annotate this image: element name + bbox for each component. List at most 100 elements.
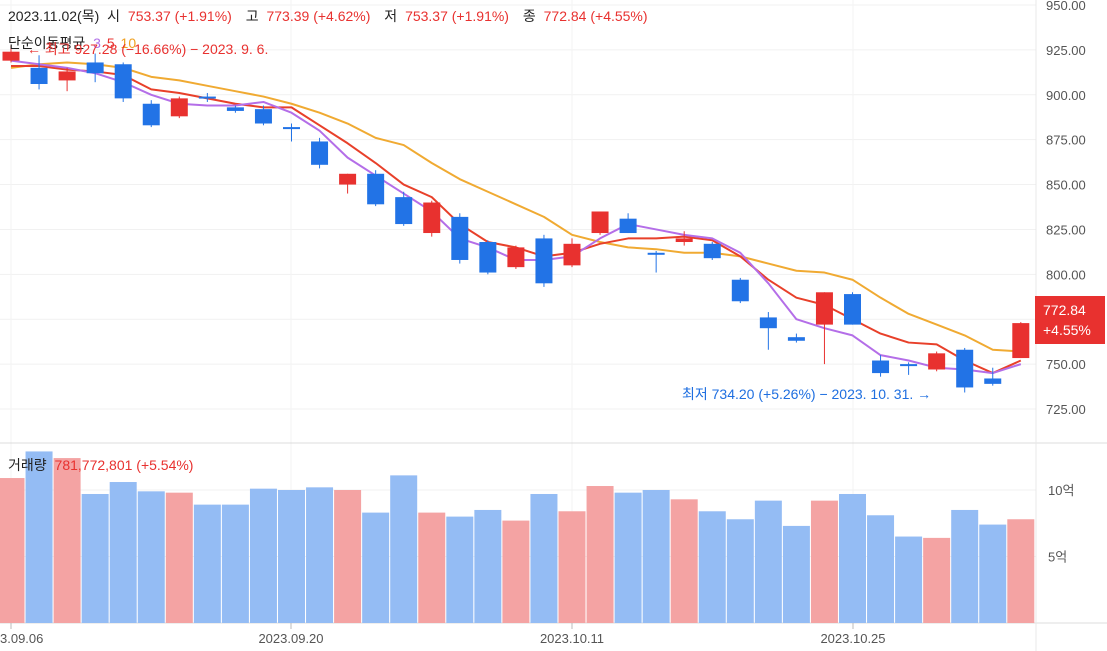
close-label: 종 [522, 8, 536, 24]
candle [170, 96, 188, 119]
volume-bar [278, 490, 305, 623]
volume-bar [390, 475, 418, 623]
candle-body [451, 216, 469, 260]
candle [956, 347, 974, 393]
volume-bar [0, 478, 25, 623]
volume-bars [0, 451, 1035, 623]
volume-value: 781,772,801 (+5.54%) [54, 457, 194, 473]
candle [675, 231, 693, 246]
candle-body [619, 218, 637, 234]
high-label: 고 [245, 8, 259, 24]
candle-body [142, 103, 160, 126]
candle-body [563, 243, 581, 266]
low-value: 753.37 (+1.91%) [405, 8, 509, 24]
candle [731, 277, 749, 304]
candle [815, 292, 833, 365]
ohlc-header: 2023.11.02(목) 시 753.37 (+1.91%) 고 773.39… [8, 6, 652, 26]
volume-bar [502, 520, 530, 623]
candle [619, 213, 637, 234]
candle-body [198, 96, 216, 99]
candle [479, 240, 497, 275]
candle [367, 170, 385, 207]
price-tick-label: 800.00 [1046, 267, 1086, 282]
candle-body [815, 292, 833, 325]
high-annotation: ← 최고 927.28 (−16.66%) − 2023. 9. 6. [27, 41, 269, 57]
candle-body [170, 98, 188, 117]
price-axis: 950.00 925.00 900.00 875.00 850.00 825.00 800.… [1046, 0, 1086, 417]
candle-body [423, 202, 441, 234]
volume-bar [137, 491, 165, 623]
candle-body [703, 243, 721, 259]
candle-body [759, 317, 777, 329]
volume-bar [165, 492, 193, 623]
volume-bar [306, 487, 334, 623]
candle [872, 355, 890, 377]
candle [451, 213, 469, 264]
candle-body [731, 279, 749, 302]
candle [226, 105, 244, 113]
candle [703, 242, 721, 260]
candle-body [254, 109, 272, 124]
volume-bar [642, 490, 670, 623]
ma-legend[interactable]: 단순이동평균 3 5 10 [8, 33, 140, 53]
open-label: 시 [107, 8, 121, 24]
candle [30, 55, 48, 90]
volume-label: 거래량 [8, 457, 47, 473]
volume-bar [530, 493, 558, 623]
volume-bar [726, 519, 754, 623]
price-tick-label: 750.00 [1046, 357, 1086, 372]
candle [86, 53, 104, 83]
candle-body [367, 173, 385, 205]
candle-body [900, 364, 918, 367]
volume-bar [25, 451, 53, 623]
volume-header: 거래량 781,772,801 (+5.54%) [8, 455, 197, 475]
volume-bar [109, 482, 137, 623]
volume-bar [558, 511, 586, 623]
ma10-line [10, 61, 1021, 353]
current-change: +4.55% [1043, 322, 1091, 338]
date-tick-label: 2023.10.25 [820, 631, 885, 646]
candle [787, 333, 805, 343]
close-value: 772.84 (+4.55%) [543, 8, 648, 24]
volume-bar [249, 488, 277, 623]
candle-body [114, 64, 132, 99]
volume-bar [418, 512, 446, 623]
candle [563, 238, 581, 268]
price-tick-label: 850.00 [1046, 178, 1086, 193]
candle [928, 351, 946, 372]
volume-bar [895, 536, 923, 623]
candle [2, 45, 20, 63]
volume-bar [81, 493, 109, 623]
candle [339, 173, 357, 194]
candle [507, 245, 525, 269]
volume-bar [923, 537, 951, 623]
date-label: 2023.11.02(목) [8, 8, 100, 24]
volume-bar [53, 458, 81, 623]
open-value: 753.37 (+1.91%) [127, 8, 232, 24]
candle-body [339, 173, 357, 185]
current-price-tag: 772.84 +4.55% [1035, 296, 1105, 344]
candle-body [844, 294, 861, 325]
low-label: 저 [384, 8, 398, 24]
candle-body [283, 127, 300, 130]
volume-bar [670, 499, 698, 623]
volume-bar [586, 486, 614, 623]
candle [283, 123, 300, 142]
price-tick-label: 875.00 [1046, 133, 1086, 148]
date-tick-label: 3.09.06 [0, 631, 43, 646]
volume-tick-label: 5억 [1048, 550, 1067, 565]
candle [844, 292, 861, 325]
volume-bar [839, 493, 866, 623]
high-value: 773.39 (+4.62%) [266, 8, 371, 24]
candle [311, 137, 329, 169]
volume-bar [810, 500, 838, 623]
ma-legend-label: 단순이동평균 [8, 35, 86, 51]
date-axis: 3.09.06 2023.09.20 2023.10.11 2023.10.25 [0, 623, 886, 646]
ma-legend-period-3: 10 [120, 35, 137, 51]
candle [759, 312, 777, 350]
volume-bar [754, 500, 782, 623]
price-tick-label: 950.00 [1046, 0, 1086, 13]
volume-bar [446, 516, 474, 623]
candle-body [647, 252, 665, 255]
